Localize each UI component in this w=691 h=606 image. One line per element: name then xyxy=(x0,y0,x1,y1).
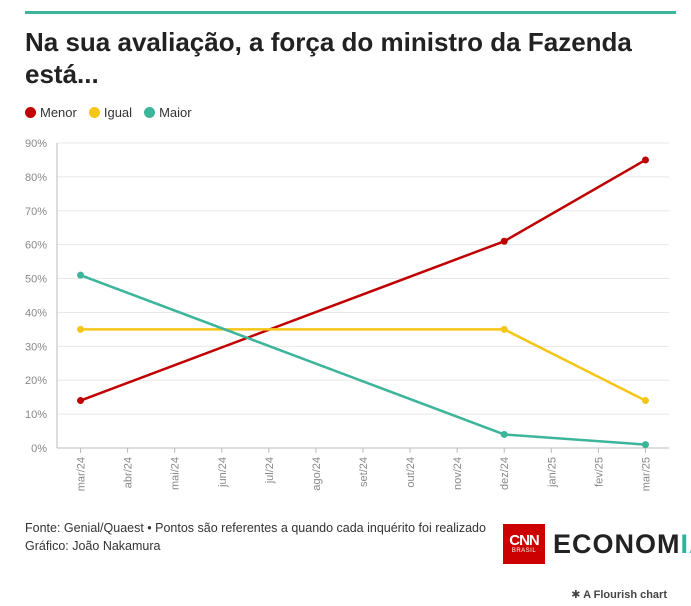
y-tick-label: 70% xyxy=(25,206,47,218)
series-line-igual xyxy=(80,328,647,402)
source-note: Fonte: Genial/Quaest • Pontos são refere… xyxy=(25,521,486,535)
line-chart: 0% 10% 20% 30% 40% 50% 60% 70% 80% 90% mar/24 abr/2… xyxy=(25,138,669,491)
legend-label-menor: Menor xyxy=(40,105,77,120)
legend-item-maior[interactable]: Maior xyxy=(144,105,192,120)
data-point-igual xyxy=(641,397,649,405)
legend-swatch-menor xyxy=(25,107,36,118)
series-line-menor xyxy=(80,158,647,402)
legend: Menor Igual Maior xyxy=(25,105,192,120)
y-tick-label: 10% xyxy=(25,409,47,421)
x-tick-label: nov/24 xyxy=(452,457,464,490)
y-tick-label: 60% xyxy=(25,240,47,252)
x-tick-label: mar/24 xyxy=(76,457,88,491)
x-tick-label: set/24 xyxy=(358,457,370,487)
footer: Fonte: Genial/Quaest • Pontos são refere… xyxy=(25,519,495,555)
cnn-logo-subtext: BRASIL xyxy=(511,548,537,554)
legend-item-menor[interactable]: Menor xyxy=(25,105,77,120)
x-tick-label: jul/24 xyxy=(264,457,276,484)
chart-credit: Gráfico: João Nakamura xyxy=(25,539,161,553)
cnn-logo-text: CNN xyxy=(509,532,539,549)
y-tick-label: 0% xyxy=(31,443,47,455)
data-point-menor xyxy=(500,237,508,245)
top-rule xyxy=(25,11,676,14)
x-tick-label: jun/24 xyxy=(217,457,229,488)
x-tick-label: out/24 xyxy=(405,457,417,488)
series-line-maior xyxy=(80,273,646,446)
flourish-attribution-label: A Flourish chart xyxy=(583,589,667,601)
data-point-igual xyxy=(500,325,508,333)
x-tick-label: fev/25 xyxy=(593,457,605,487)
economia-wordmark: ECONOMIA xyxy=(553,529,691,560)
data-point-menor xyxy=(641,156,649,164)
y-tick-label: 30% xyxy=(25,341,47,353)
legend-item-igual[interactable]: Igual xyxy=(88,105,133,120)
x-tick-label: dez/24 xyxy=(499,457,511,490)
cnn-brasil-logo: CNN BRASIL xyxy=(503,524,545,564)
data-point-maior xyxy=(77,271,85,279)
legend-swatch-igual xyxy=(88,107,100,118)
y-tick-label: 50% xyxy=(25,274,47,286)
y-tick-label: 20% xyxy=(25,375,47,387)
economia-wordmark-main: ECONOM xyxy=(553,528,681,559)
x-tick-label: jan/25 xyxy=(546,457,558,488)
data-point-maior xyxy=(641,441,649,449)
flourish-icon: ✱ xyxy=(571,589,581,601)
x-tick-label: abr/24 xyxy=(123,457,135,488)
x-tick-label: ago/24 xyxy=(311,457,323,491)
data-point-menor xyxy=(77,397,85,405)
x-tick-label: mai/24 xyxy=(170,457,182,490)
flourish-attribution[interactable]: ✱ A Flourish chart xyxy=(571,588,667,601)
chart-title: Na sua avaliação, a força do ministro da… xyxy=(25,27,632,89)
y-tick-label: 40% xyxy=(25,307,47,319)
x-tick-label: mar/25 xyxy=(640,457,652,491)
y-tick-label: 80% xyxy=(25,172,47,184)
data-point-igual xyxy=(77,325,85,333)
legend-swatch-maior xyxy=(144,107,156,118)
legend-label-maior: Maior xyxy=(159,105,192,120)
economia-wordmark-accent: IA xyxy=(680,528,691,559)
data-point-maior xyxy=(500,430,508,438)
cnn-economia-logo[interactable]: CNN BRASIL ECONOMIA xyxy=(503,524,691,564)
y-tick-label: 90% xyxy=(25,138,47,150)
legend-label-igual: Igual xyxy=(103,105,133,120)
